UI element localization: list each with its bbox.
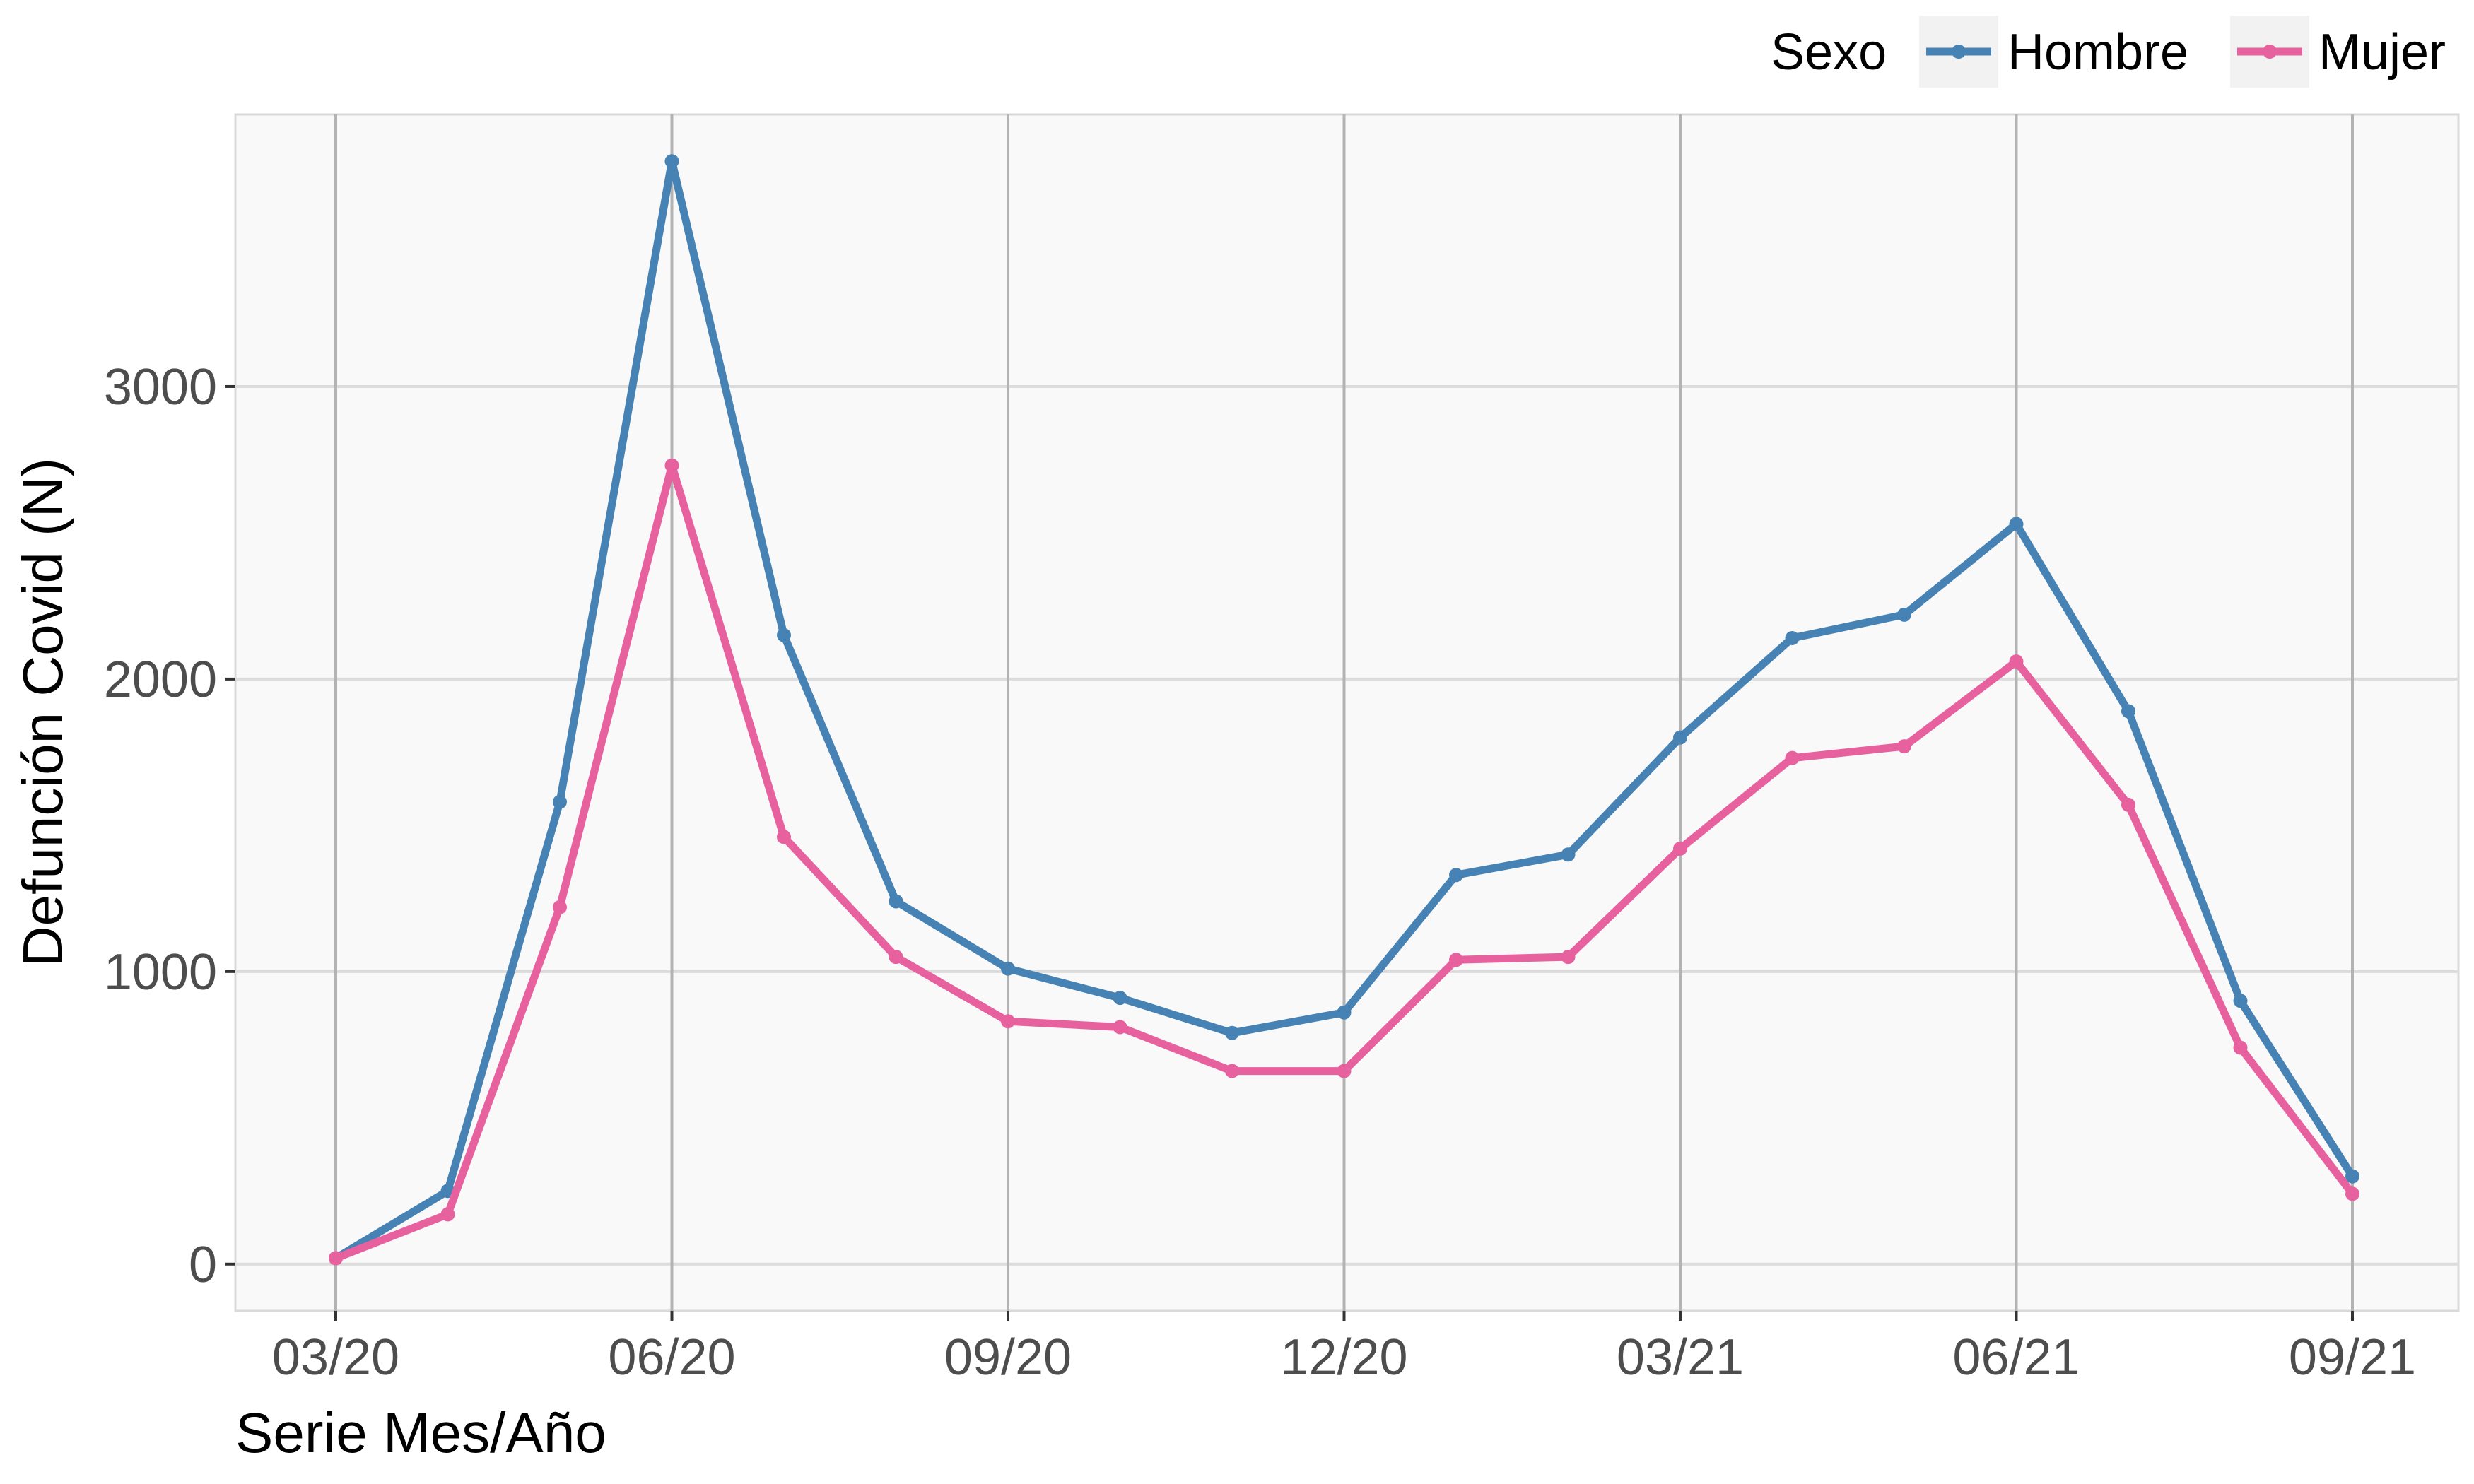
x-tick-label: 12/20 <box>1280 1329 1407 1386</box>
data-point-mujer <box>1449 953 1463 967</box>
x-tick-label: 09/20 <box>944 1329 1072 1386</box>
legend-title: Sexo <box>1771 24 1887 81</box>
data-point-mujer <box>553 900 567 914</box>
data-point-mujer <box>664 458 679 473</box>
data-point-mujer <box>889 950 903 965</box>
x-axis: 03/20 06/20 09/20 12/20 03/21 06/21 09/21 <box>272 1311 2416 1386</box>
data-point-hombre <box>777 628 791 642</box>
data-point-hombre <box>2121 704 2135 719</box>
data-point-mujer <box>329 1251 343 1266</box>
data-point-hombre <box>553 794 567 809</box>
data-point-mujer <box>1337 1064 1352 1078</box>
data-point-mujer <box>1561 950 1576 965</box>
legend-marker-hombre <box>1952 45 1966 59</box>
data-point-hombre <box>1113 991 1127 1006</box>
data-point-mujer <box>2233 1040 2248 1055</box>
data-point-mujer <box>2009 654 2024 669</box>
data-point-mujer <box>777 830 791 844</box>
series-hombre <box>329 154 2359 1266</box>
y-axis: 0 1000 2000 3000 <box>104 359 235 1293</box>
data-point-hombre <box>1561 847 1576 862</box>
y-axis-title: Defunción Covid (N) <box>11 458 74 967</box>
data-point-mujer <box>440 1207 455 1222</box>
data-point-hombre <box>889 894 903 909</box>
data-point-hombre <box>1673 730 1687 745</box>
data-point-mujer <box>1673 841 1687 856</box>
major-gridlines <box>235 114 2458 1311</box>
legend-label-mujer: Mujer <box>2318 24 2446 81</box>
data-point-hombre <box>664 154 679 169</box>
y-tick-label: 0 <box>189 1237 217 1293</box>
y-tick-label: 2000 <box>104 652 217 708</box>
data-point-mujer <box>2345 1186 2359 1201</box>
data-point-hombre <box>2233 994 2248 1008</box>
x-tick-label: 09/21 <box>2289 1329 2416 1386</box>
data-point-hombre <box>2345 1169 2359 1184</box>
data-point-mujer <box>1785 750 1800 765</box>
data-point-mujer <box>1113 1020 1127 1035</box>
x-tick-label: 06/20 <box>608 1329 735 1386</box>
data-point-hombre <box>1449 868 1463 883</box>
data-point-mujer <box>1225 1064 1239 1078</box>
data-point-hombre <box>1897 607 1911 622</box>
data-point-hombre <box>1337 1005 1352 1020</box>
data-point-hombre <box>1001 961 1015 976</box>
x-tick-label: 03/21 <box>1617 1329 1744 1386</box>
legend-label-hombre: Hombre <box>2007 24 2188 81</box>
x-tick-label: 06/21 <box>1952 1329 2080 1386</box>
legend-marker-mujer <box>2263 45 2277 59</box>
data-point-hombre <box>1785 630 1800 645</box>
y-tick-label: 3000 <box>104 359 217 416</box>
x-axis-title: Serie Mes/Año <box>235 1401 606 1464</box>
data-point-hombre <box>1225 1025 1239 1040</box>
data-point-mujer <box>2121 797 2135 812</box>
legend: Sexo Hombre Mujer <box>1771 16 2446 88</box>
data-point-hombre <box>2009 517 2024 531</box>
data-point-mujer <box>1001 1014 1015 1029</box>
x-tick-label: 03/20 <box>272 1329 399 1386</box>
y-tick-label: 1000 <box>104 944 217 1001</box>
series-layer <box>329 154 2359 1266</box>
data-point-mujer <box>1897 739 1911 754</box>
series-mujer <box>329 458 2359 1266</box>
